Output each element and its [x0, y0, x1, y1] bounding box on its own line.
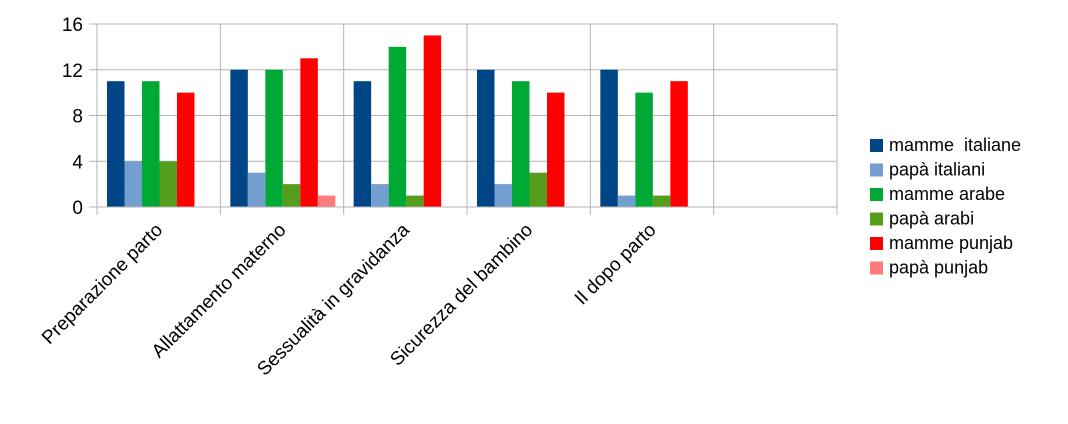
legend: mamme italiane papà italiani mamme arabe pa… — [870, 135, 1021, 278]
legend-swatch — [870, 213, 883, 226]
bar — [635, 93, 653, 207]
bar — [283, 184, 301, 207]
bar — [107, 81, 125, 207]
legend-label: papà arabi — [889, 209, 974, 229]
bar — [495, 184, 513, 207]
x-tick-label: Sicurezza del bambino — [386, 220, 537, 371]
bar — [406, 196, 424, 207]
bar — [530, 173, 548, 207]
legend-swatch — [870, 164, 883, 177]
bar — [653, 196, 671, 207]
bar — [618, 196, 636, 207]
legend-label: mamme arabe — [889, 184, 1005, 204]
legend-label: papà italiani — [889, 160, 985, 180]
bar — [248, 173, 265, 207]
bar — [265, 70, 283, 207]
y-tick-label: 0 — [72, 198, 83, 219]
legend-label: mamme punjab — [889, 233, 1013, 253]
bar — [177, 93, 195, 207]
bar — [670, 81, 688, 207]
y-tick-label: 12 — [62, 61, 83, 82]
bar — [477, 70, 495, 207]
x-tick-label: Il dopo parto — [571, 220, 661, 310]
bars — [107, 35, 688, 207]
bar — [354, 81, 372, 207]
legend-swatch — [870, 188, 883, 201]
y-tick-label: 4 — [72, 152, 83, 173]
bar — [371, 184, 389, 207]
bar — [125, 161, 143, 207]
bar — [424, 35, 442, 207]
legend-swatch — [870, 237, 883, 250]
bar — [160, 161, 178, 207]
bar — [142, 81, 160, 207]
bar — [547, 93, 565, 207]
bar — [600, 70, 618, 207]
legend-label: mamme italiane — [889, 135, 1021, 155]
x-tick-label: Preparazione parto — [38, 220, 167, 349]
y-tick-label: 8 — [72, 107, 83, 128]
bar — [389, 47, 407, 207]
legend-swatch — [870, 262, 883, 275]
y-tick-label: 16 — [62, 15, 83, 36]
grid — [89, 24, 837, 215]
bar — [230, 70, 248, 207]
legend-label: papà punjab — [889, 258, 988, 278]
x-tick-label: Allattamento materno — [148, 220, 291, 363]
legend-swatch — [870, 139, 883, 152]
bar — [300, 58, 318, 207]
bar — [512, 81, 530, 207]
bar — [318, 196, 336, 207]
